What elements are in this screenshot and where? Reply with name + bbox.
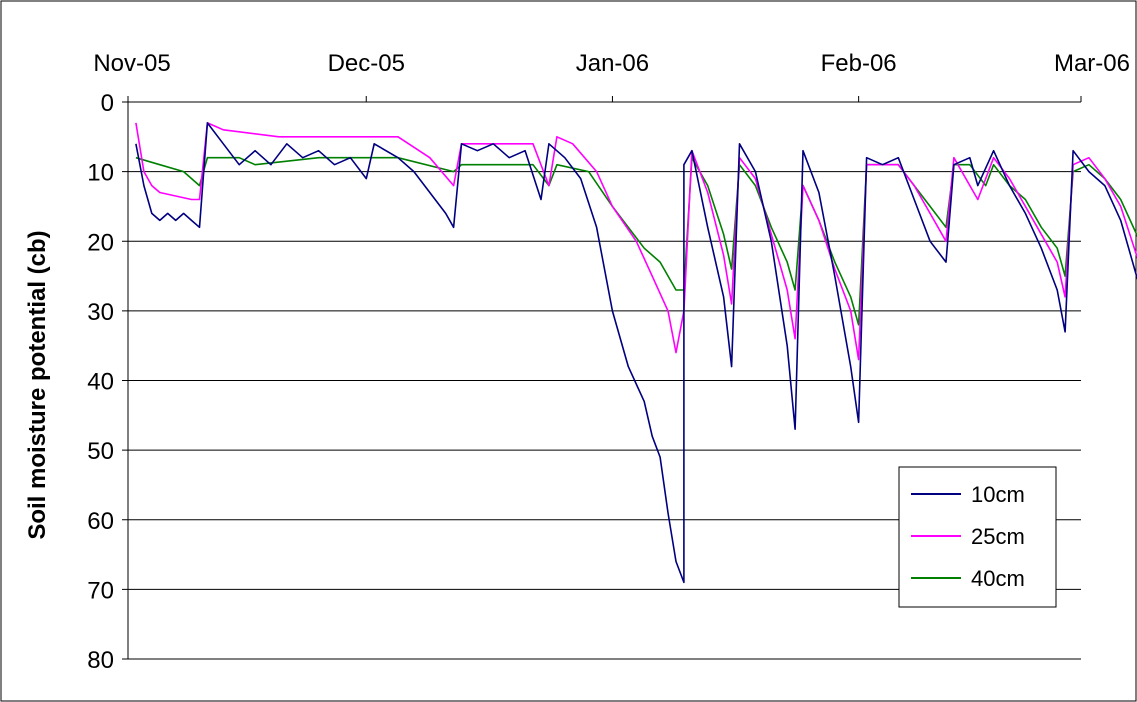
legend-label: 10cm <box>971 482 1025 507</box>
axes <box>122 96 1082 660</box>
x-tick-label: Nov-05 <box>93 50 170 77</box>
y-tick-label: 60 <box>87 508 114 535</box>
y-tick-label: 20 <box>87 229 114 256</box>
x-tick-label: Mar-06 <box>1054 50 1130 77</box>
legend-label: 25cm <box>971 524 1025 549</box>
x-tick-label: Jan-06 <box>576 50 649 77</box>
y-axis-label: Soil moisture potential (cb) <box>24 230 51 539</box>
x-tick-labels: Nov-05 Dec-05 Jan-06 Feb-06 Mar-06 <box>93 50 1130 77</box>
x-tick-label: Dec-05 <box>328 50 405 77</box>
y-tick-label: 40 <box>87 369 114 396</box>
y-tick-label: 10 <box>87 160 114 187</box>
y-tick-label: 70 <box>87 577 114 604</box>
y-tick-labels: 0 10 20 30 40 50 60 70 80 <box>87 90 114 674</box>
x-tick-label: Feb-06 <box>821 50 897 77</box>
y-tick-label: 0 <box>101 90 114 117</box>
series-line-25cm <box>135 122 1137 361</box>
legend-label: 40cm <box>971 566 1025 591</box>
series-line-10cm <box>135 122 1137 584</box>
legend: 10cm 25cm 40cm <box>898 466 1057 608</box>
y-tick-label: 80 <box>87 647 114 674</box>
y-tick-label: 50 <box>87 438 114 465</box>
y-tick-label: 30 <box>87 299 114 326</box>
series-lines <box>135 122 1137 584</box>
